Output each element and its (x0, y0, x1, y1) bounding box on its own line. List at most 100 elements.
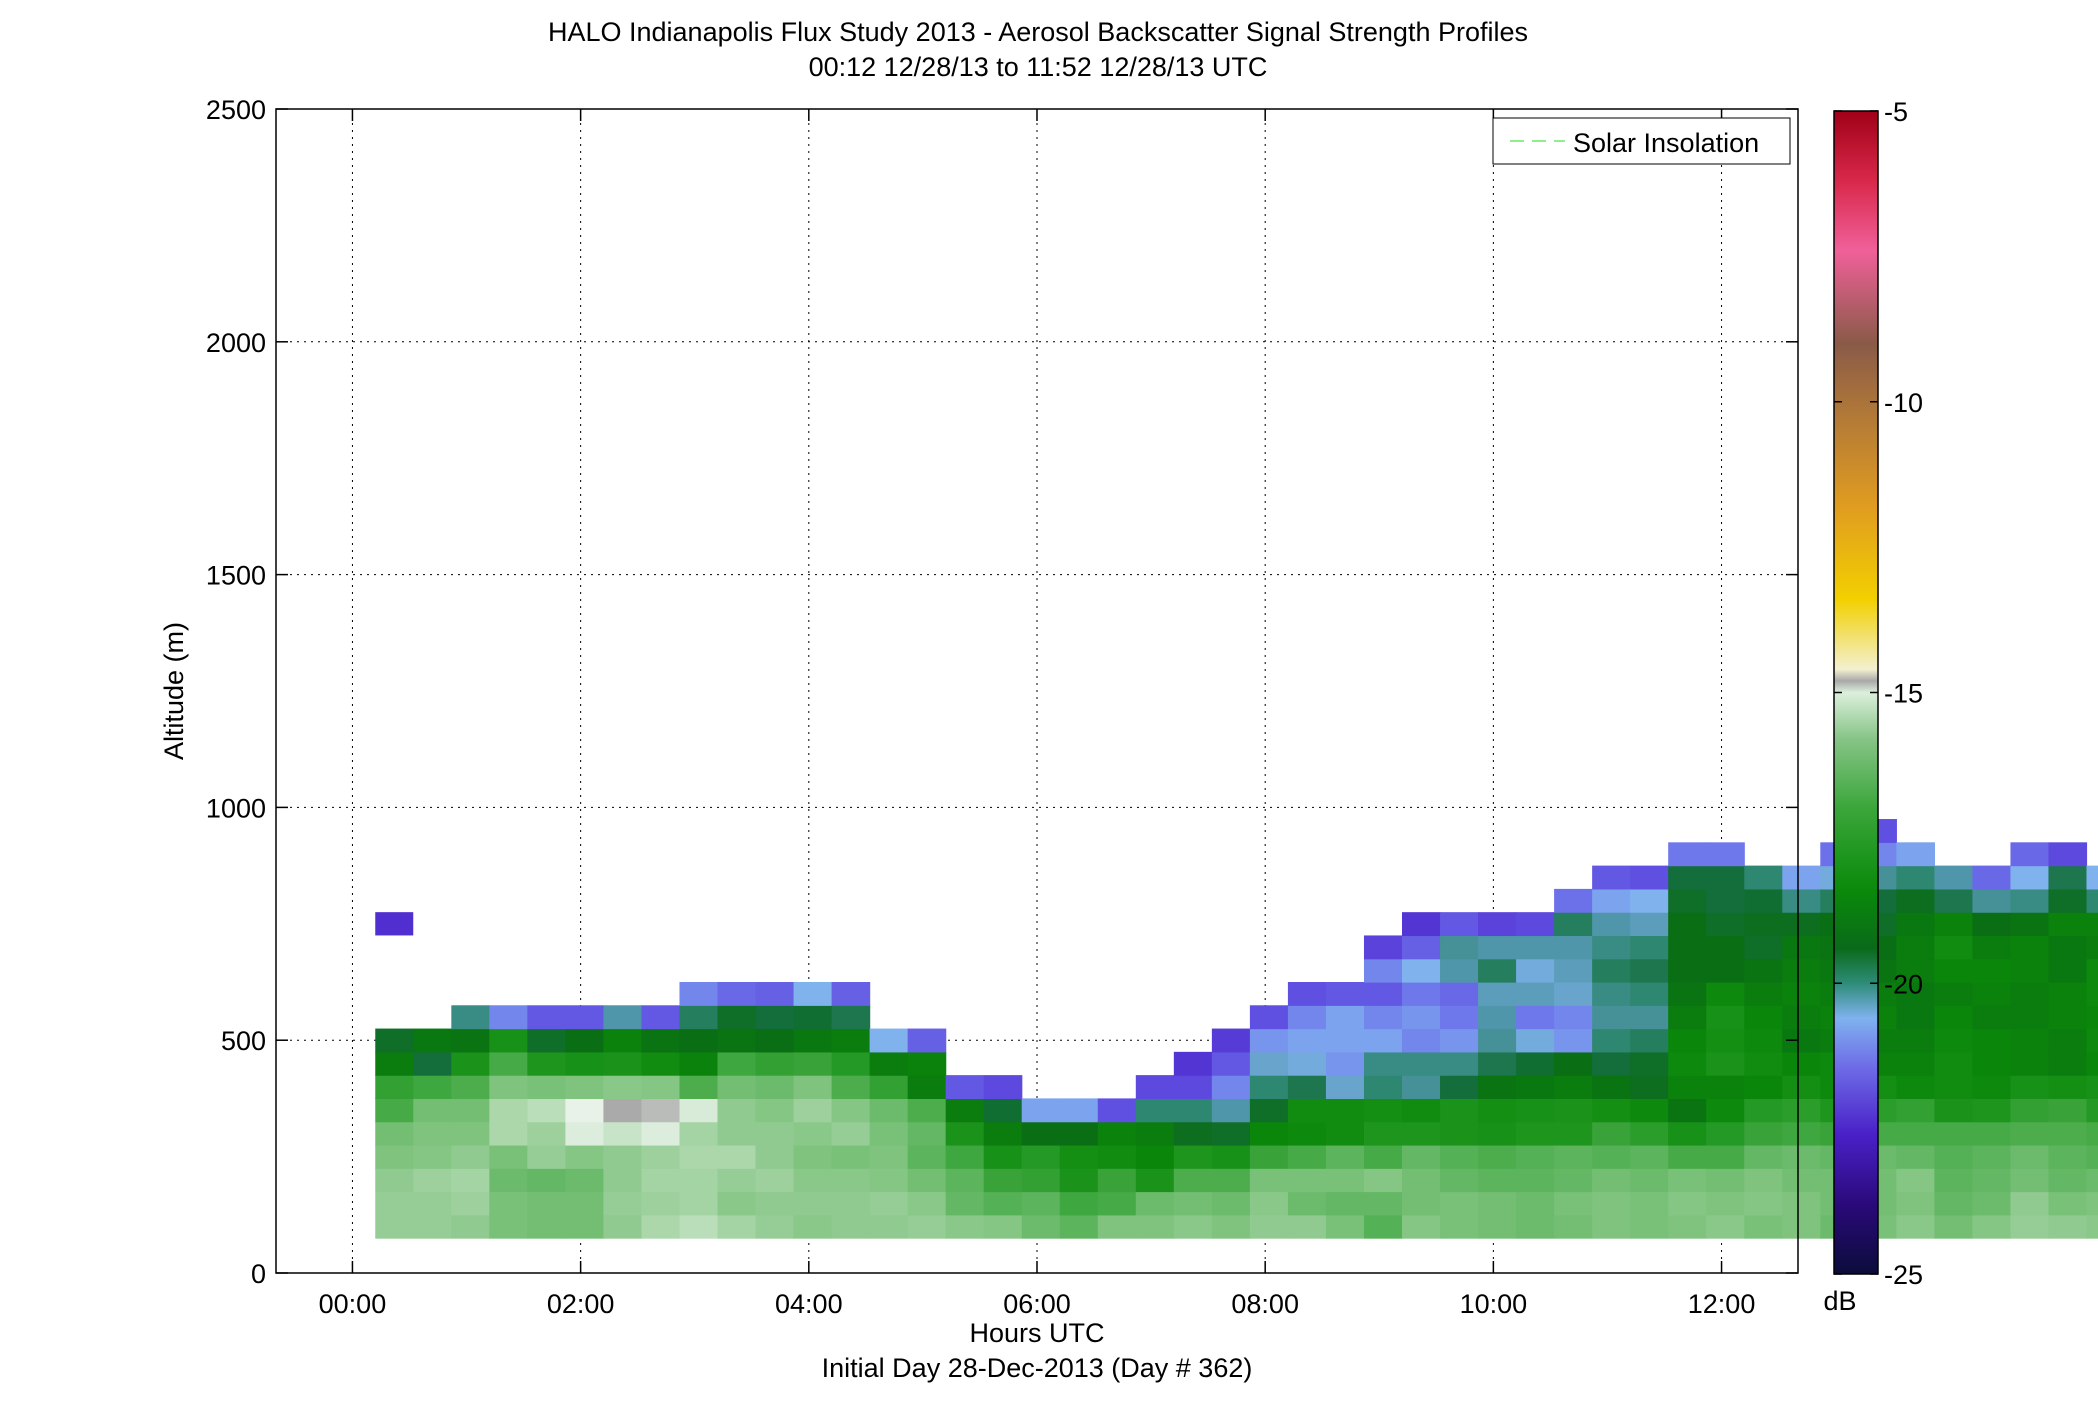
heatmap-cell (641, 1028, 681, 1053)
heatmap-cell (1744, 912, 1783, 937)
heatmap-cell (489, 1214, 528, 1239)
heatmap-cell (1896, 982, 1935, 1006)
heatmap-cell (1706, 958, 1745, 983)
heatmap-cell (1554, 1121, 1593, 1146)
heatmap-cell (565, 1098, 605, 1123)
heatmap-cell (1021, 1214, 1061, 1239)
y-tick-label: 1500 (206, 561, 266, 591)
heatmap-cell (793, 1098, 833, 1123)
heatmap-cell (527, 1028, 566, 1053)
heatmap-cell (1249, 1191, 1289, 1216)
heatmap-cell (1592, 1005, 1631, 1030)
heatmap-cell (869, 1098, 909, 1123)
heatmap-cell (1516, 1214, 1555, 1239)
heatmap-cell (375, 912, 414, 936)
heatmap-cell (1401, 912, 1441, 937)
heatmap-cell (2048, 1214, 2088, 1239)
heatmap-cell (679, 1075, 719, 1099)
heatmap-cell (1744, 935, 1783, 960)
heatmap-cell (1401, 1098, 1441, 1123)
heatmap-cell (1706, 1214, 1745, 1239)
heatmap-cell (717, 982, 757, 1006)
x-tick-label: 12:00 (1688, 1289, 1756, 1319)
heatmap-cell (1782, 1191, 1821, 1216)
heatmap-cell (1782, 935, 1821, 960)
heatmap-cell (1972, 888, 2012, 913)
heatmap-cell (1934, 1191, 1974, 1216)
heatmap-cell (1706, 935, 1745, 960)
heatmap-cell (2086, 888, 2098, 913)
heatmap-cell (1630, 1214, 1669, 1239)
heatmap-cell (1706, 1051, 1745, 1076)
heatmap-cell (831, 1191, 871, 1216)
heatmap-cell (945, 1075, 985, 1099)
heatmap-cell (413, 1075, 452, 1099)
heatmap-cell (1782, 1028, 1821, 1053)
heatmap-cell (755, 1005, 795, 1030)
heatmap-cell (1554, 888, 1593, 913)
heatmap-cell (1516, 1144, 1555, 1169)
heatmap-cell (717, 1005, 757, 1030)
heatmap-cell (1401, 1144, 1441, 1169)
heatmap-cell (983, 1098, 1023, 1123)
heatmap-cells (375, 819, 2098, 1239)
heatmap-cell (1744, 982, 1783, 1006)
heatmap-cell (717, 1191, 757, 1216)
heatmap-cell (1440, 958, 1479, 983)
heatmap-cell (679, 1168, 719, 1193)
heatmap-cell (641, 1051, 681, 1076)
heatmap-cell (755, 982, 795, 1006)
heatmap-cell (1592, 1075, 1631, 1099)
colorbar-tick-label: -10 (1884, 388, 1923, 418)
heatmap-cell (1325, 1028, 1365, 1053)
heatmap-cell (1630, 935, 1669, 960)
heatmap-cell (1363, 1075, 1403, 1099)
heatmap-cell (489, 1028, 528, 1053)
heatmap-cell (945, 1144, 985, 1169)
heatmap-cell (1401, 1005, 1441, 1030)
heatmap-cell (1630, 1168, 1669, 1193)
heatmap-cell (1782, 1005, 1821, 1030)
heatmap-cell (869, 1075, 909, 1099)
heatmap-cell (375, 1168, 414, 1193)
heatmap-cell (2010, 1098, 2050, 1123)
heatmap-cell (1516, 1168, 1555, 1193)
heatmap-cell (1896, 1168, 1935, 1193)
colorbar-unit-label: dB (1823, 1286, 1856, 1316)
heatmap-cell (1972, 1051, 2012, 1076)
heatmap-cell (1706, 1168, 1745, 1193)
heatmap-cell (1363, 1028, 1403, 1053)
heatmap-cell (2010, 912, 2050, 937)
heatmap-cell (603, 1051, 643, 1076)
heatmap-cell (1401, 982, 1441, 1006)
heatmap-cell (641, 1168, 681, 1193)
heatmap-cell (1059, 1098, 1099, 1123)
heatmap-cell (1554, 1168, 1593, 1193)
heatmap-cell (603, 1075, 643, 1099)
heatmap-cell (1630, 912, 1669, 937)
heatmap-cell (1478, 1075, 1517, 1099)
heatmap-cell (1592, 982, 1631, 1006)
heatmap-cell (1440, 1121, 1479, 1146)
heatmap-cell (1554, 1075, 1593, 1099)
heatmap-cell (1972, 935, 2012, 960)
heatmap-cell (1249, 1005, 1289, 1030)
heatmap-cell (641, 1144, 681, 1169)
heatmap-cell (1554, 1214, 1593, 1239)
heatmap-cell (1249, 1168, 1289, 1193)
heatmap-cell (1135, 1191, 1175, 1216)
heatmap-cell (1440, 1028, 1479, 1053)
heatmap-cell (907, 1028, 947, 1053)
heatmap-cell (2048, 842, 2088, 867)
heatmap-cell (1896, 912, 1935, 937)
colorbar-ticks: -5 -10 -15 -20 -25 (1834, 97, 1923, 1290)
heatmap-cell (1021, 1168, 1061, 1193)
heatmap-cell (1668, 935, 1707, 960)
heatmap-cell (2010, 1214, 2050, 1239)
heatmap-cell (1668, 1098, 1707, 1123)
heatmap-cell (1630, 1028, 1669, 1053)
heatmap-cell (2010, 1168, 2050, 1193)
heatmap-cell (1744, 1144, 1783, 1169)
heatmap-cell (907, 1191, 947, 1216)
